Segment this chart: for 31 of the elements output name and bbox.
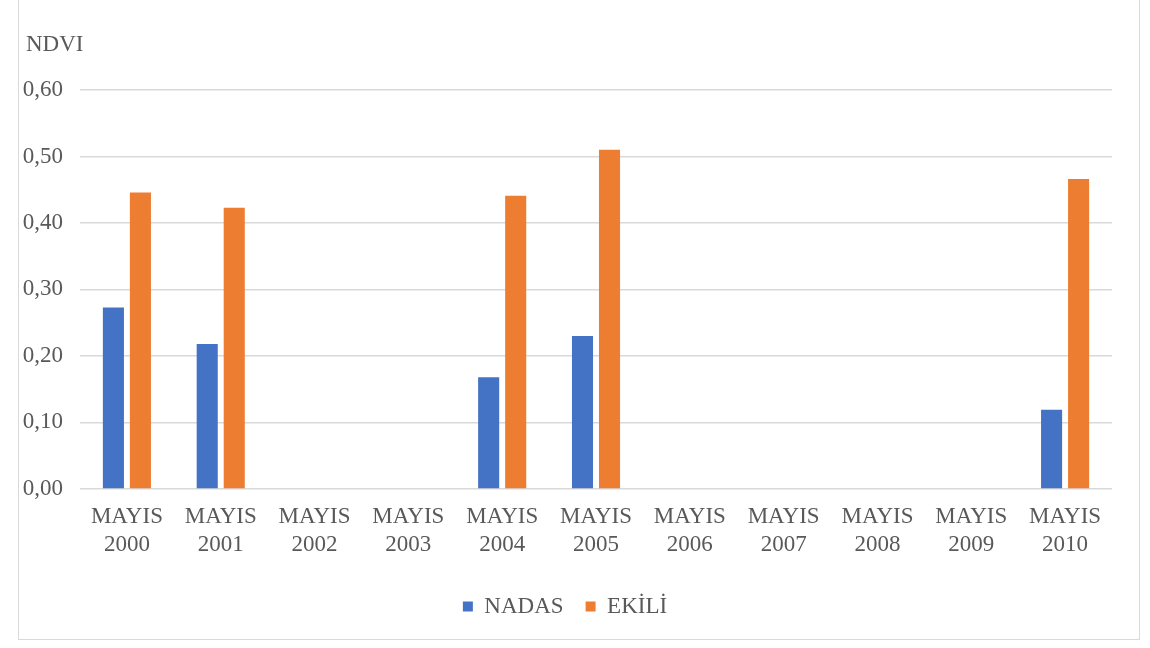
bar bbox=[571, 335, 594, 489]
bar bbox=[505, 195, 527, 489]
x-tick-label: MAYIS 2000 bbox=[90, 502, 163, 557]
bar bbox=[1068, 179, 1090, 489]
bar bbox=[196, 343, 218, 489]
x-tick-label: MAYIS 2007 bbox=[747, 502, 820, 557]
bar bbox=[129, 192, 151, 489]
x-tick-label: MAYIS 2005 bbox=[559, 502, 633, 557]
y-tick-label: 0,30 bbox=[22, 275, 63, 301]
x-tick-label: MAYIS 2001 bbox=[184, 502, 257, 557]
y-axis-title: NDVI bbox=[26, 31, 84, 57]
bar bbox=[223, 207, 245, 489]
y-tick-label: 0,00 bbox=[22, 474, 63, 500]
x-tick-label: MAYIS 2002 bbox=[278, 502, 351, 557]
x-tick-label: MAYIS 2009 bbox=[935, 502, 1008, 557]
legend-label: NADAS bbox=[484, 592, 564, 618]
y-tick-label: 0,50 bbox=[22, 142, 63, 168]
bar bbox=[102, 307, 124, 489]
bar bbox=[478, 377, 500, 489]
y-tick-label: 0,40 bbox=[22, 209, 63, 235]
x-tick-label: MAYIS 2010 bbox=[1029, 502, 1102, 557]
y-tick-label: 0,20 bbox=[22, 341, 63, 367]
x-tick-label: MAYIS 2003 bbox=[372, 502, 445, 557]
y-tick-label: 0,10 bbox=[22, 408, 63, 434]
x-tick-label: MAYIS 2008 bbox=[841, 502, 914, 557]
x-tick-label: MAYIS 2004 bbox=[466, 502, 539, 557]
x-tick-label: MAYIS 2006 bbox=[653, 502, 726, 557]
y-tick-label: 0,60 bbox=[22, 76, 63, 102]
bar bbox=[1041, 409, 1063, 489]
bar bbox=[598, 149, 621, 489]
legend-label: EKİLİ bbox=[607, 592, 668, 618]
